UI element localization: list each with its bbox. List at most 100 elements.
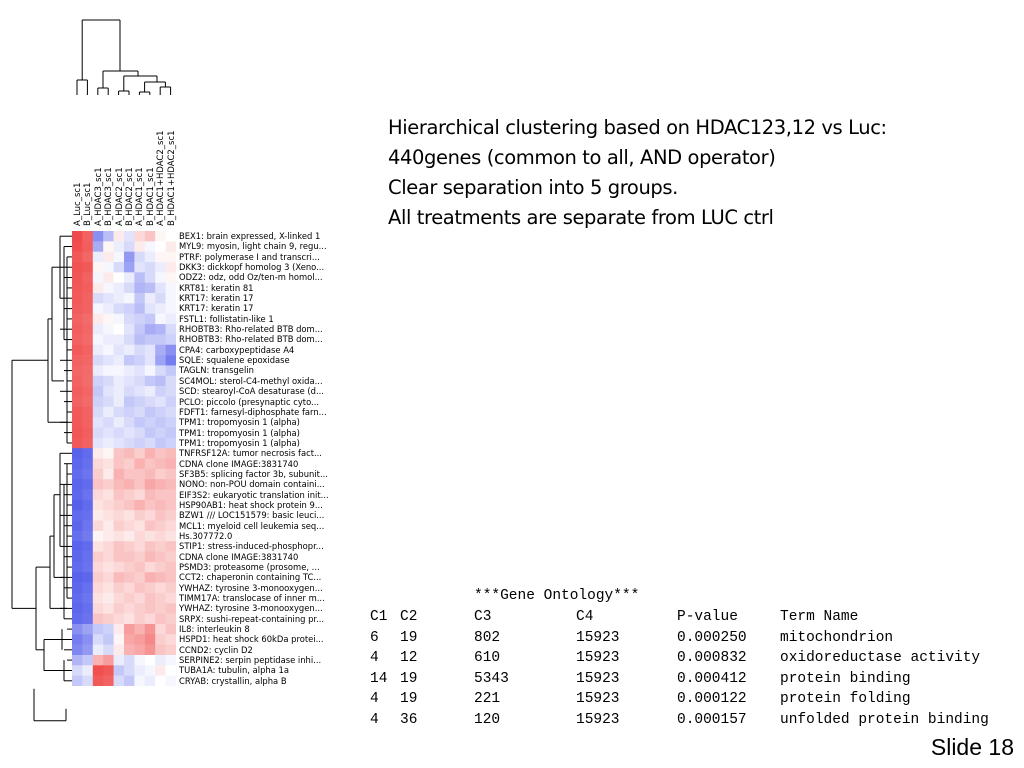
heatmap-cell	[92, 489, 104, 501]
note-line-3: Clear separation into 5 groups.	[388, 176, 678, 199]
heatmap-cell	[103, 499, 114, 511]
sample-dendrogram	[76, 19, 172, 95]
heatmap-cell	[92, 282, 104, 294]
heatmap-cell	[92, 406, 104, 418]
heatmap-cell	[103, 675, 114, 686]
heatmap-cell	[103, 437, 114, 449]
heatmap-cell	[155, 334, 166, 346]
heatmap-cell	[82, 437, 94, 449]
heatmap-cell	[103, 417, 114, 428]
gene-label: DKK3: dickkopf homolog 3 (Xeno...	[179, 262, 325, 273]
heatmap-cell	[103, 324, 114, 335]
heatmap-cell	[155, 603, 166, 614]
sample-label: A_Luc_sc1	[73, 182, 83, 226]
heatmap-cell	[82, 468, 94, 480]
heatmap-cell	[144, 468, 156, 480]
heatmap-cell	[134, 303, 146, 315]
heatmap-cell	[113, 334, 125, 346]
go-cell: 15923	[576, 691, 620, 707]
heatmap-cell	[134, 365, 146, 377]
sample-label: B_HDAC3_sc1	[104, 167, 115, 226]
note-line-1: Hierarchical clustering based on HDAC123…	[388, 116, 887, 139]
heatmap-cell	[124, 541, 135, 552]
go-cell: 4	[370, 691, 379, 707]
heatmap-cell	[72, 262, 83, 273]
heatmap-cell	[124, 592, 135, 604]
heatmap-cell	[165, 334, 176, 346]
heatmap-cell	[82, 530, 94, 542]
heatmap-cell	[113, 613, 125, 625]
heatmap-cell	[124, 396, 135, 408]
heatmap-cell	[92, 262, 104, 273]
heatmap-cell	[144, 603, 156, 614]
heatmap-cell	[165, 293, 176, 304]
go-cell: 15923	[576, 670, 620, 687]
heatmap-cell	[165, 427, 176, 439]
heatmap-cell	[113, 293, 125, 304]
heatmap-cell	[134, 375, 146, 387]
heatmap-cell	[92, 582, 104, 594]
heatmap-cell	[92, 479, 104, 490]
heatmap-cell	[113, 396, 125, 408]
heatmap-cell	[134, 313, 146, 325]
heatmap-cell	[82, 262, 94, 273]
gene-label: STIP1: stress-induced-phosphopr...	[179, 541, 324, 552]
heatmap-cell	[92, 561, 104, 573]
notes: Hierarchical clustering based on HDAC123…	[388, 113, 887, 233]
heatmap-cell	[165, 561, 176, 573]
go-cell: oxidoreductase activity	[780, 650, 981, 666]
heatmap-cell	[124, 644, 135, 656]
gene-label: TPM1: tropomyosin 1 (alpha)	[179, 427, 300, 438]
heatmap-cell	[155, 231, 166, 242]
heatmap-cell	[165, 344, 176, 356]
heatmap-cell	[82, 520, 94, 532]
go-cell: 610	[474, 650, 501, 666]
heatmap-cell	[82, 313, 94, 325]
heatmap-cell	[165, 499, 176, 511]
heatmap-cell	[134, 499, 146, 511]
heatmap-cell	[82, 241, 94, 252]
gene-label: MYL9: myosin, light chain 9, regu...	[179, 241, 327, 252]
heatmap-cell	[92, 427, 104, 439]
heatmap-cell	[72, 458, 83, 470]
heatmap-cell	[82, 675, 94, 686]
heatmap-cell	[144, 499, 156, 511]
heatmap-cell	[134, 293, 146, 304]
heatmap-cell	[134, 644, 146, 656]
heatmap-cell	[134, 324, 146, 335]
heatmap-cell	[103, 355, 114, 366]
heatmap-cell	[113, 592, 125, 604]
heatmap-cell	[155, 251, 166, 263]
go-cell: P-value	[677, 609, 738, 625]
heatmap-cell	[144, 262, 156, 273]
gene-label: TAGLN: transgelin	[179, 365, 254, 376]
heatmap-cell	[155, 448, 166, 459]
heatmap-cell	[92, 510, 104, 521]
heatmap-cell	[144, 644, 156, 656]
gene-label: SRPX: sushi-repeat-containing pr...	[179, 613, 325, 624]
gene-label: CRYAB: crystallin, alpha B	[179, 675, 287, 686]
heatmap-cell	[92, 375, 104, 387]
go-cell: 0.000250	[677, 629, 747, 646]
heatmap-cell	[165, 324, 176, 335]
go-cell: 15923	[576, 650, 620, 666]
heatmap-cell	[113, 634, 125, 645]
heatmap-cell	[72, 386, 83, 397]
heatmap-cell	[165, 489, 176, 501]
heatmap-cell	[165, 479, 176, 490]
heatmap-cell	[165, 468, 176, 480]
heatmap-cell	[124, 665, 135, 676]
heatmap-cell	[134, 241, 146, 252]
heatmap-cell	[72, 675, 83, 686]
heatmap-cell	[103, 551, 114, 563]
heatmap-cell	[165, 572, 176, 583]
heatmap-cell	[103, 386, 114, 397]
heatmap-cell	[134, 251, 146, 263]
heatmap-cell	[165, 282, 176, 294]
sample-label: B_HDAC1+HDAC2_sc1	[166, 130, 177, 226]
heatmap-cell	[134, 406, 146, 418]
heatmap-cell	[134, 623, 146, 635]
heatmap-cell	[103, 396, 114, 408]
go-cell: 0.000122	[677, 691, 747, 707]
heatmap-cell	[72, 634, 83, 645]
